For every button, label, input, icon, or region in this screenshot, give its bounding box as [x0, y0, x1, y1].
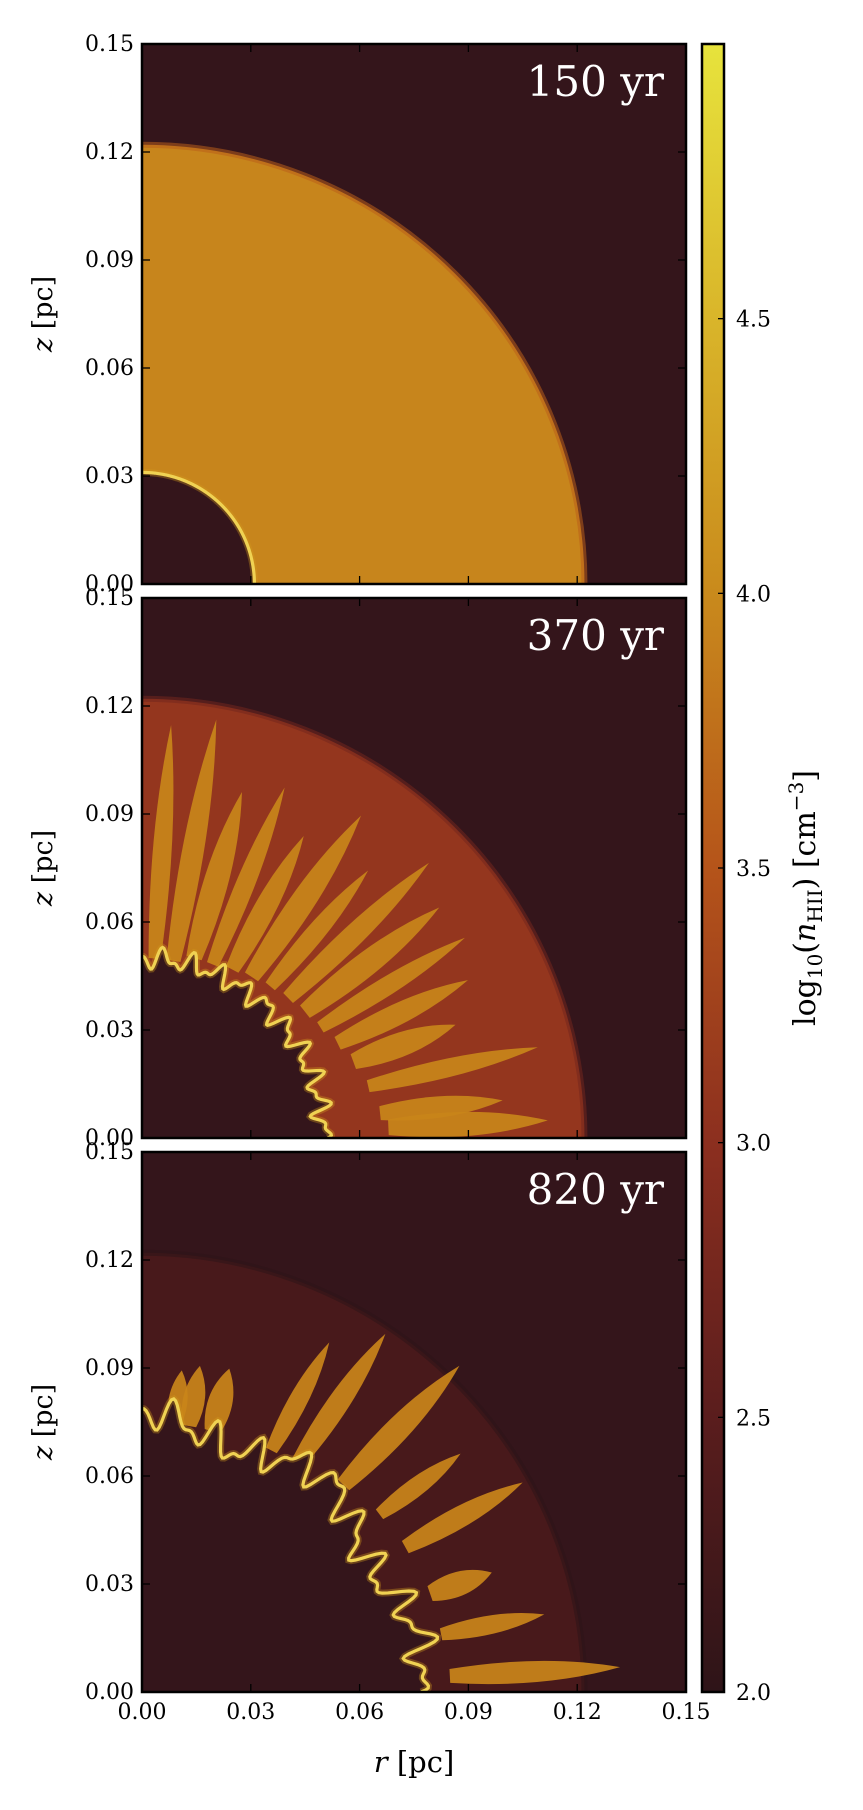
- panel-frame: [140, 42, 688, 586]
- x-tick-label: 0.03: [226, 1700, 275, 1725]
- x-tick-label: 0.15: [662, 1700, 711, 1725]
- y-tick-label: 0.12: [85, 694, 134, 719]
- finger: [300, 907, 440, 1018]
- panel-3: 0.00 0.03 0.06 0.09 0.12 0.15 0.00 0.03 0.06 0.09…: [28, 1140, 710, 1779]
- finger: [379, 1095, 503, 1121]
- y-tick-label: 0.09: [85, 248, 134, 273]
- finger: [350, 1024, 456, 1070]
- ionization-front: [142, 945, 334, 1138]
- finger: [148, 725, 174, 959]
- shocked-shell: [142, 144, 585, 584]
- finger: [439, 1613, 545, 1641]
- y-axis-label: z [pc]: [28, 1384, 59, 1461]
- y-tick-label: 0.06: [85, 910, 134, 935]
- finger: [283, 862, 429, 1003]
- shell-rim: [142, 141, 588, 584]
- shell-rim: [142, 695, 588, 1138]
- y-tick-label: 0.00: [85, 1680, 134, 1705]
- finger: [265, 870, 369, 991]
- finger: [166, 719, 217, 962]
- finger: [401, 1482, 523, 1554]
- y-tick-label: 0.03: [85, 1018, 134, 1043]
- x-tick-label: 0.06: [335, 1700, 384, 1725]
- panel-time-label: 820 yr: [527, 1165, 665, 1214]
- y-tick-label: 0.03: [85, 464, 134, 489]
- ionized-cavity: [142, 472, 255, 584]
- y-tick-label: 0.15: [85, 1140, 134, 1165]
- y-axis-label: z [pc]: [28, 276, 59, 353]
- panel-time-label: 370 yr: [527, 611, 665, 660]
- y-tick-label: 0.09: [85, 1356, 134, 1381]
- colorbar-gradient: [702, 44, 724, 1692]
- finger: [388, 1111, 548, 1138]
- finger: [427, 1569, 492, 1601]
- colorbar-tick-label: 3.0: [736, 1132, 771, 1157]
- x-axis-label: r [pc]: [374, 1745, 455, 1779]
- panel-time-label: 150 yr: [527, 57, 665, 106]
- y-axis-label: z [pc]: [28, 830, 59, 907]
- colorbar-tick-label: 2.5: [736, 1406, 771, 1431]
- colorbar-label: log10(nHII) [cm−3]: [784, 770, 827, 1026]
- panel-1: 0.00 0.03 0.06 0.09 0.12 0.15 150 yr z [pc]: [28, 32, 688, 597]
- x-tick-label: 0.09: [444, 1700, 493, 1725]
- panel-2: 0.00 0.03 0.06 0.09 0.12 0.15 370 yr z [pc]: [28, 586, 688, 1151]
- finger: [226, 836, 304, 973]
- finger: [337, 1365, 460, 1491]
- y-tick-label: 0.03: [85, 1572, 134, 1597]
- y-tick-label: 0.12: [85, 1248, 134, 1273]
- y-tick-label: 0.00: [85, 572, 134, 597]
- finger: [244, 815, 362, 982]
- finger: [375, 1453, 461, 1520]
- shell-rim: [142, 1249, 588, 1692]
- finger: [206, 787, 285, 967]
- y-tick-label: 0.00: [85, 1126, 134, 1151]
- colorbar-tick-label: 4.0: [736, 582, 771, 607]
- y-tick-label: 0.15: [85, 32, 134, 57]
- ionization-front: [142, 470, 257, 584]
- finger: [449, 1660, 621, 1685]
- ionized-cavity: [142, 1398, 438, 1692]
- ionization-front-glow: [142, 468, 258, 584]
- ionized-cavity: [142, 947, 332, 1138]
- colorbar-tick-label: 2.0: [736, 1681, 771, 1706]
- panel-frame: [140, 1150, 688, 1694]
- finger: [334, 980, 468, 1050]
- y-tick-label: 0.12: [85, 140, 134, 165]
- y-tick-label: 0.09: [85, 802, 134, 827]
- ionization-front-glow: [142, 943, 336, 1138]
- y-tick-label: 0.06: [85, 356, 134, 381]
- colorbar-tick-label: 4.5: [736, 308, 771, 333]
- panel-frame: [140, 596, 688, 1140]
- finger: [181, 1365, 206, 1428]
- x-tick-label: 0.00: [118, 1700, 167, 1725]
- finger: [317, 937, 465, 1033]
- y-tick-label: 0.15: [85, 586, 134, 611]
- panel-image: [142, 1152, 686, 1692]
- ionization-front-glow: [142, 1394, 442, 1692]
- y-tick-label: 0.06: [85, 1464, 134, 1489]
- finger: [366, 1047, 538, 1093]
- finger: [204, 1368, 234, 1434]
- x-tick-label: 0.12: [553, 1700, 602, 1725]
- colorbar-tick-label: 3.5: [736, 857, 771, 882]
- finger: [186, 791, 242, 961]
- panel-image: [142, 598, 686, 1138]
- finger: [292, 1333, 386, 1467]
- finger: [266, 1342, 330, 1454]
- ionization-front: [142, 1397, 440, 1692]
- panel-image: [142, 44, 686, 584]
